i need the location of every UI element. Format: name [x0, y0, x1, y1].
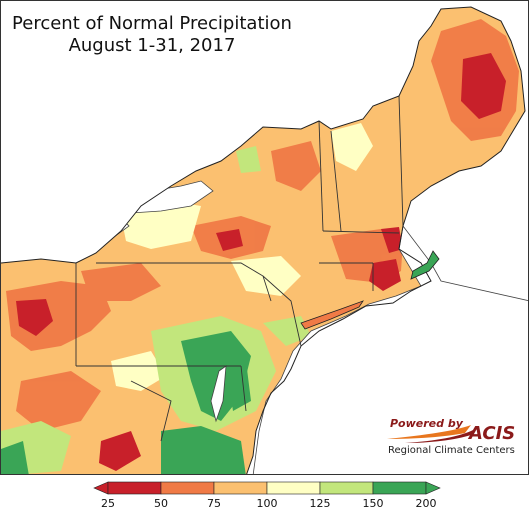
title-line-1: Percent of Normal Precipitation	[12, 13, 292, 34]
powered-by-label: Powered by	[390, 417, 463, 430]
nj-border	[262, 275, 302, 347]
legend-tick-label: 50	[154, 497, 168, 510]
state-borders	[75, 95, 404, 442]
legend-colorbar	[93, 481, 441, 495]
ma-north-border	[322, 230, 400, 234]
very-wet-regions	[1, 331, 251, 474]
map-frame: Percent of Normal Precipitation August 1…	[0, 0, 529, 475]
acis-logo: Powered by ACIS Regional Climate Centers	[385, 413, 517, 461]
water-bodies	[1, 1, 528, 474]
legend-swatch	[319, 481, 374, 495]
vt-nh-border	[330, 130, 342, 232]
md-de-border	[240, 365, 247, 412]
near-normal-regions	[111, 123, 373, 391]
ny-pa-border	[96, 262, 272, 302]
very-dry-ri	[369, 259, 401, 291]
very-dry-ohio	[16, 299, 53, 336]
legend-swatch	[160, 481, 215, 495]
legend-swatch	[372, 481, 427, 495]
dry-region-vt	[271, 141, 321, 191]
near-normal-wv	[111, 351, 166, 391]
very-wet-va	[161, 426, 246, 474]
map-title: Percent of Normal Precipitation August 1…	[7, 13, 297, 57]
rcc-label: Regional Climate Centers	[388, 445, 515, 456]
very-dry-ny	[216, 229, 243, 251]
very-dry-regions	[16, 53, 506, 471]
acis-swoosh-icon	[387, 425, 475, 443]
precipitation-map	[1, 1, 528, 474]
legend-tick-label: 150	[362, 497, 384, 510]
coastline	[1, 6, 526, 474]
chesapeake-bay	[210, 365, 227, 423]
legend-tick-label: 75	[207, 497, 221, 510]
very-wet-wva	[1, 441, 29, 474]
nh-me-border	[398, 95, 404, 227]
canada-north	[1, 1, 441, 263]
legend-tick-label: 200	[415, 497, 437, 510]
near-normal-central-ny	[121, 201, 201, 249]
legend-tick-label: 25	[101, 497, 115, 510]
legend-swatch	[107, 481, 162, 495]
ny-vt-border	[318, 120, 324, 232]
color-legend: 25 50 75 100 125 150 200	[92, 480, 442, 510]
title-line-2: August 1-31, 2017	[68, 35, 236, 56]
near-normal-nh	[331, 123, 373, 171]
wet-region-adk	[236, 146, 261, 173]
legend-tick-label: 100	[256, 497, 278, 510]
near-normal-pa	[231, 256, 301, 296]
legend-swatch	[213, 481, 268, 495]
very-dry-maine	[461, 53, 506, 119]
acis-brand-label: ACIS	[469, 423, 516, 444]
legend-swatch	[266, 481, 321, 495]
cape-cod	[410, 250, 440, 280]
very-dry-wv	[99, 431, 141, 471]
legend-tick-label: 125	[309, 497, 331, 510]
legend-arrow-high	[425, 481, 441, 495]
dry-region-sw	[16, 371, 101, 431]
legend-arrow-low	[93, 481, 109, 495]
dry-region-pa	[81, 263, 161, 301]
atlantic	[252, 225, 528, 474]
long-island	[300, 300, 365, 330]
wv-va-border	[130, 380, 172, 442]
very-dry-boston	[381, 227, 403, 253]
